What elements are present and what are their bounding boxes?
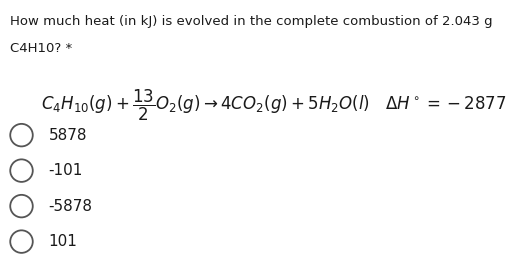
Text: $C_4H_{10}(g) + \dfrac{13}{2}O_2(g) \rightarrow 4CO_2(g) + 5H_2O(l)\quad \Delta : $C_4H_{10}(g) + \dfrac{13}{2}O_2(g) \rig… <box>41 87 512 123</box>
Text: -101: -101 <box>49 163 83 178</box>
Text: C4H10? *: C4H10? * <box>10 42 73 55</box>
Text: 5878: 5878 <box>49 128 87 143</box>
Text: 101: 101 <box>49 234 77 249</box>
Text: -5878: -5878 <box>49 199 93 213</box>
Text: How much heat (in kJ) is evolved in the complete combustion of 2.043 g: How much heat (in kJ) is evolved in the … <box>10 15 493 28</box>
